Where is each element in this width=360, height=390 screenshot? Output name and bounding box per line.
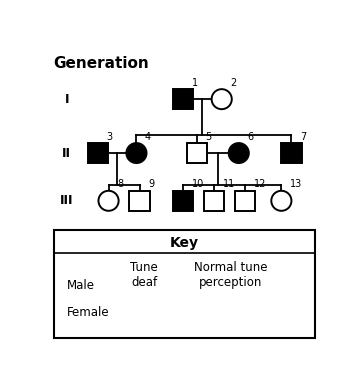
Text: III: III bbox=[60, 194, 73, 207]
Bar bbox=[220, 275, 242, 296]
Ellipse shape bbox=[229, 143, 249, 163]
Bar bbox=[87, 143, 108, 163]
Text: 6: 6 bbox=[247, 131, 253, 142]
Ellipse shape bbox=[99, 191, 119, 211]
Ellipse shape bbox=[271, 191, 292, 211]
Text: Normal tune
perception: Normal tune perception bbox=[194, 261, 268, 289]
Bar bbox=[187, 143, 207, 163]
Bar bbox=[130, 191, 150, 211]
Ellipse shape bbox=[133, 302, 155, 323]
Ellipse shape bbox=[220, 302, 242, 323]
Text: 10: 10 bbox=[192, 179, 204, 189]
Bar bbox=[204, 191, 224, 211]
Ellipse shape bbox=[212, 89, 232, 109]
Text: 11: 11 bbox=[222, 179, 235, 189]
Text: Key: Key bbox=[170, 236, 199, 250]
Bar bbox=[173, 89, 193, 109]
Text: I: I bbox=[64, 93, 69, 106]
Text: 8: 8 bbox=[117, 179, 123, 189]
Bar bbox=[282, 143, 302, 163]
Text: 4: 4 bbox=[145, 131, 151, 142]
Text: Female: Female bbox=[67, 306, 109, 319]
Text: 2: 2 bbox=[230, 78, 237, 88]
Bar bbox=[235, 191, 255, 211]
Text: 7: 7 bbox=[300, 131, 306, 142]
Text: Tune
deaf: Tune deaf bbox=[130, 261, 158, 289]
Text: 12: 12 bbox=[253, 179, 266, 189]
Bar bbox=[54, 230, 315, 338]
Text: 9: 9 bbox=[148, 179, 154, 189]
Text: 1: 1 bbox=[192, 78, 198, 88]
Text: 13: 13 bbox=[290, 179, 302, 189]
Text: Male: Male bbox=[67, 279, 95, 292]
Text: 3: 3 bbox=[106, 131, 112, 142]
Bar bbox=[133, 275, 155, 296]
Text: II: II bbox=[62, 147, 71, 160]
Ellipse shape bbox=[126, 143, 147, 163]
Text: Generation: Generation bbox=[53, 56, 149, 71]
Text: 5: 5 bbox=[206, 131, 212, 142]
Bar bbox=[173, 191, 193, 211]
